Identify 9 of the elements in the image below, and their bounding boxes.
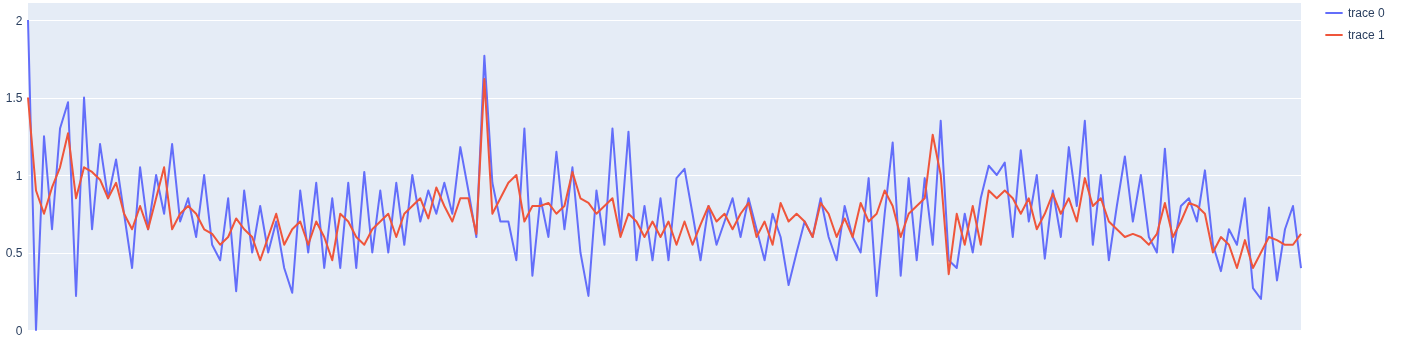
- y-tick-label: 2: [15, 13, 23, 28]
- line-series: [27, 77, 1302, 276]
- y-tick-label: 0.5: [5, 246, 23, 261]
- y-tick-label: 1: [15, 168, 23, 183]
- legend-label: trace 0: [1348, 6, 1386, 20]
- legend-label: trace 1: [1348, 28, 1386, 42]
- line-series: [27, 19, 1302, 331]
- y-tick-label: 1.5: [5, 91, 23, 106]
- y-tick-label: 0: [15, 323, 23, 338]
